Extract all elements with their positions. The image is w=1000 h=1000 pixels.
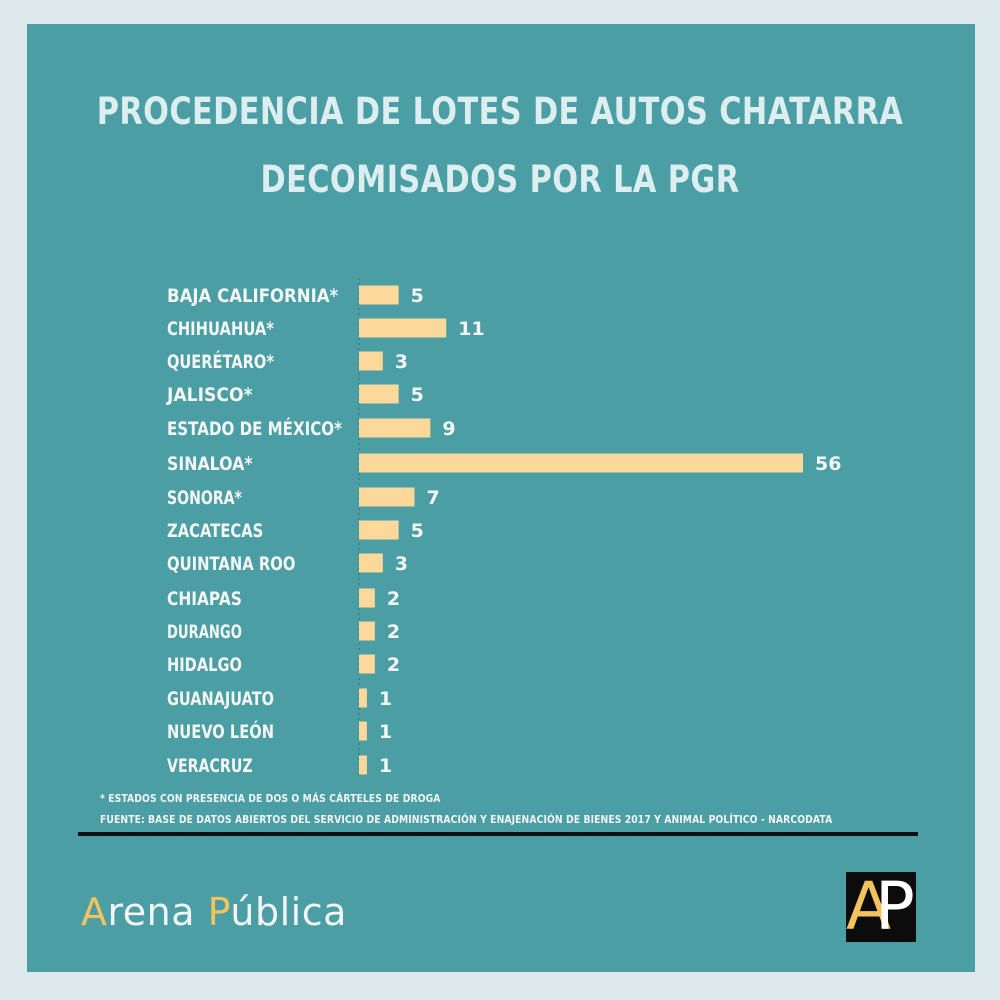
- bar: [359, 487, 415, 507]
- brand-text-rena: rena: [107, 890, 208, 934]
- bar: [359, 688, 367, 708]
- category-label: HIDALGO: [167, 654, 242, 676]
- infographic-card: [27, 24, 975, 972]
- brand-letter-a: A: [81, 890, 108, 934]
- category-label: BAJA CALIFORNIA*: [167, 285, 338, 307]
- value-label: 5: [411, 285, 424, 307]
- value-label: 2: [387, 588, 400, 610]
- ap-logo: A P: [846, 872, 916, 942]
- category-label: VERACRUZ: [167, 755, 253, 777]
- bars-group: [359, 285, 803, 775]
- value-label: 1: [379, 755, 392, 777]
- category-label: NUEVO LEÓN: [167, 719, 274, 743]
- value-label: 2: [387, 654, 400, 676]
- bar: [359, 553, 383, 573]
- bar: [359, 721, 367, 741]
- bar: [359, 654, 375, 674]
- bar: [359, 351, 383, 371]
- value-label: 7: [427, 487, 440, 509]
- category-label: SINALOA*: [167, 453, 253, 475]
- brand-letter-p: P: [207, 890, 231, 934]
- category-label: QUERÉTARO*: [167, 350, 274, 373]
- category-label: ZACATECAS: [167, 520, 263, 542]
- bar: [359, 621, 375, 641]
- bar: [359, 520, 399, 540]
- bar: [359, 418, 431, 438]
- bar: [359, 755, 367, 775]
- brand-text-ublica: ública: [230, 890, 347, 934]
- footnote: * ESTADOS CON PRESENCIA DE DOS O MÁS CÁR…: [100, 792, 441, 805]
- bar: [359, 318, 447, 338]
- category-label: CHIHUAHUA*: [167, 318, 274, 340]
- logo-letter-a: A: [846, 872, 892, 942]
- chart-title: PROCEDENCIA DE LOTES DE AUTOS CHATARRA D…: [90, 78, 910, 214]
- category-label: CHIAPAS: [167, 588, 242, 610]
- value-label: 5: [411, 384, 424, 406]
- category-label: GUANAJUATO: [167, 688, 274, 710]
- category-label: SONORA*: [167, 487, 242, 509]
- brand-wordmark: Arena Pública: [81, 890, 347, 934]
- category-label: JALISCO*: [165, 384, 252, 406]
- bar: [359, 588, 375, 608]
- category-label: ESTADO DE MÉXICO*: [167, 417, 342, 440]
- title-line-2: DECOMISADOS POR LA PGR: [260, 158, 740, 201]
- value-label: 9: [442, 418, 455, 440]
- bar: [359, 384, 399, 404]
- value-label: 3: [395, 553, 408, 575]
- value-label: 1: [379, 721, 392, 743]
- category-label: QUINTANA ROO: [167, 553, 295, 575]
- bar: [359, 453, 803, 473]
- value-label: 2: [387, 621, 400, 643]
- divider: [78, 832, 918, 836]
- bar: [359, 285, 399, 305]
- value-label: 3: [395, 351, 408, 373]
- title-line-1: PROCEDENCIA DE LOTES DE AUTOS CHATARRA: [96, 90, 904, 133]
- category-label: DURANGO: [167, 621, 242, 643]
- source-note: FUENTE: BASE DE DATOS ABIERTOS DEL SERVI…: [100, 813, 833, 826]
- category-labels-group: BAJA CALIFORNIA* CHIHUAHUA* QUERÉTARO* JALI…: [165, 285, 342, 777]
- value-label: 1: [379, 688, 392, 710]
- value-label: 56: [815, 453, 841, 475]
- value-label: 5: [411, 520, 424, 542]
- value-label: 11: [458, 318, 484, 340]
- logo-letter-p: P: [875, 872, 915, 942]
